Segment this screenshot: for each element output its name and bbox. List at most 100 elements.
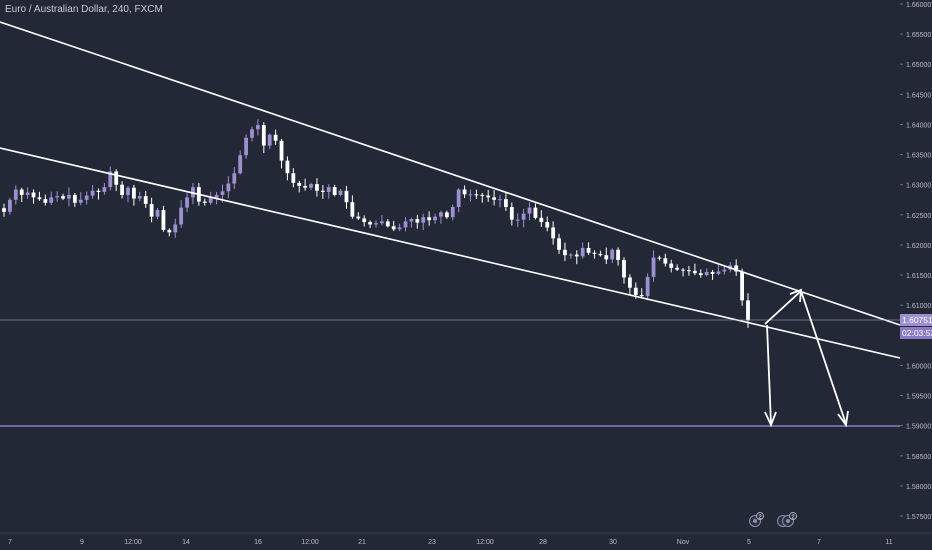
candle-body: [155, 210, 160, 217]
candle-body: [374, 223, 378, 225]
candle-body: [639, 294, 644, 297]
candle-body: [740, 271, 744, 301]
price-tick-label: 1.62000: [906, 243, 931, 250]
candle-body: [309, 184, 313, 188]
time-tick-label: 30: [609, 539, 617, 546]
candle-body: [734, 265, 739, 272]
price-tick-label: 1.66000: [906, 2, 931, 9]
candle-body: [267, 134, 272, 146]
candle-body: [444, 212, 449, 218]
candle-body: [19, 189, 24, 195]
candle-body: [143, 196, 148, 204]
projection-arrow-down[interactable]: [764, 324, 777, 428]
candle-body: [704, 272, 709, 276]
candle-body: [25, 192, 30, 195]
candle-body: [427, 217, 432, 221]
event-badge-2[interactable]: 2: [777, 512, 797, 527]
candle-body: [43, 199, 48, 203]
candle-body: [102, 187, 107, 192]
time-tick-label: 28: [539, 539, 547, 546]
time-tick-label: 7: [8, 539, 12, 546]
candle-body: [450, 206, 455, 218]
candle-body: [722, 269, 727, 272]
candle-body: [332, 187, 337, 195]
time-axis[interactable]: 7 9 12:00 14 16 12:00 21 23 12:00 28 30 Nov 5 7 11: [0, 532, 932, 546]
candle-body: [663, 258, 668, 264]
time-tick-label: 12:00: [476, 539, 494, 546]
projection-arrow-zigzag[interactable]: [764, 288, 849, 428]
candle-body: [498, 199, 502, 201]
candle-body: [161, 210, 166, 230]
event-badges[interactable]: 2 2: [749, 512, 797, 527]
candle-body: [462, 189, 467, 195]
candle-body: [492, 197, 496, 200]
candle-body: [120, 184, 124, 195]
price-tick-label: 1.63000: [906, 183, 931, 190]
candle-body: [580, 247, 585, 257]
time-tick-label: 12:00: [301, 539, 319, 546]
candle-body: [315, 184, 319, 191]
candle-body: [628, 277, 632, 288]
time-tick-label: 11: [885, 539, 892, 546]
candle-body: [486, 195, 491, 198]
candle-body: [356, 216, 361, 219]
candle-body: [409, 219, 414, 222]
candle-body: [710, 272, 715, 274]
candle-body: [515, 219, 520, 221]
candle-body: [78, 199, 83, 203]
candle-body: [692, 270, 697, 274]
candle-body: [256, 125, 260, 130]
price-tick-label: 1.58000: [906, 484, 931, 491]
candle-body: [273, 134, 278, 141]
candle-body: [67, 194, 71, 199]
candle-body: [380, 221, 384, 224]
candle-body: [669, 263, 674, 268]
candle-body: [167, 229, 172, 233]
price-axis[interactable]: 1.66000 1.65500 1.65000 1.64500 1.64000 1.635…: [900, 0, 932, 533]
candle-body: [202, 201, 207, 203]
candle-body: [651, 257, 656, 277]
candle-body: [421, 217, 426, 223]
candle-body: [96, 190, 101, 192]
candle-body: [385, 221, 390, 227]
candle-body: [61, 196, 65, 199]
candle-body: [8, 199, 12, 212]
candle-body: [90, 190, 95, 196]
candle-body: [279, 140, 284, 161]
candle-body: [2, 208, 6, 212]
candle-body: [610, 249, 615, 260]
candle-body: [539, 217, 544, 223]
candle-body: [616, 249, 620, 260]
candle-body: [238, 155, 243, 174]
candle-body: [338, 190, 343, 195]
candle-body: [137, 196, 142, 199]
candle-body: [681, 269, 685, 271]
candle-body: [698, 273, 703, 276]
time-tick-label: 12:00: [124, 539, 142, 546]
candle-body: [232, 173, 237, 184]
candle-body: [303, 185, 308, 188]
price-tick-label: 1.64500: [906, 92, 931, 99]
candle-body: [456, 189, 461, 207]
upper-trendline[interactable]: [0, 21, 901, 326]
candle-body: [527, 207, 532, 214]
candle-body: [72, 194, 77, 203]
candle-body: [220, 191, 225, 195]
candle-body: [208, 197, 213, 203]
candle-body: [13, 189, 18, 200]
candle-body: [716, 271, 721, 274]
candle-body: [37, 197, 42, 200]
lower-trendline[interactable]: [0, 147, 901, 359]
candle-body: [291, 173, 296, 183]
candle-body: [226, 183, 231, 192]
candle-body: [415, 219, 420, 223]
time-tick-label: 9: [80, 539, 84, 546]
svg-text:2: 2: [758, 514, 761, 520]
event-badge-1[interactable]: 2: [749, 512, 764, 527]
candle-body: [598, 253, 603, 256]
price-tick-label: 1.59500: [906, 394, 931, 401]
candle-body: [468, 194, 473, 196]
svg-text:2: 2: [791, 514, 794, 520]
candle-body: [114, 171, 119, 185]
